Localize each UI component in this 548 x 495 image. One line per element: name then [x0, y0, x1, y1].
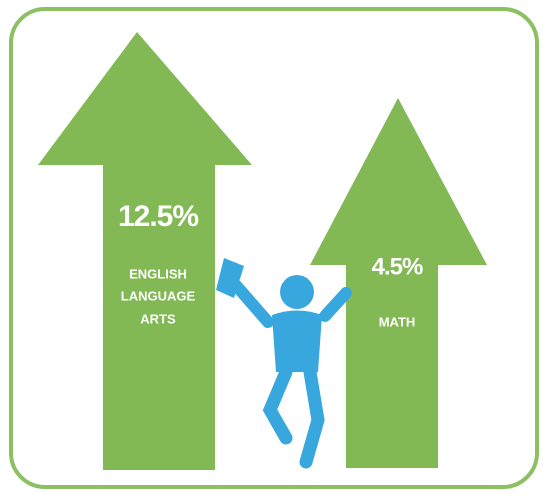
right-value: 4.5%	[372, 253, 423, 280]
head	[280, 275, 314, 309]
right-label-line: MATH	[379, 314, 416, 329]
infographic: 12.5% ENGLISH LANGUAGE ARTS 4.5% MATH	[0, 0, 548, 495]
left-label-line: LANGUAGE	[121, 288, 196, 303]
left-label-line: ENGLISH	[129, 266, 187, 281]
left-label-line: ARTS	[140, 311, 176, 326]
page: 12.5% ENGLISH LANGUAGE ARTS 4.5% MATH ((…	[0, 0, 548, 495]
left-value: 12.5%	[118, 200, 198, 233]
torso	[272, 311, 322, 373]
